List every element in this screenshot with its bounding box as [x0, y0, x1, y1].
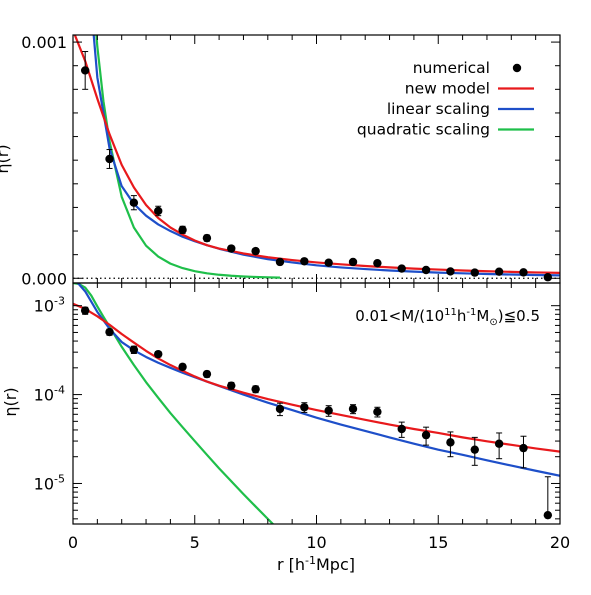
x-tick-label: 15	[428, 533, 448, 552]
top-data-point	[373, 258, 382, 268]
bottom-data-point	[178, 362, 187, 372]
top-data-point	[421, 265, 431, 275]
bottom-data-point	[300, 403, 309, 412]
bottom-y-tick-label: 10-3	[34, 295, 65, 316]
top-y-tick-label: 0.001	[21, 33, 67, 52]
top-y-tick-label: 0.000	[21, 269, 67, 288]
bottom-data-point	[543, 510, 553, 520]
x-axis-label: r [h-1Mpc]	[277, 554, 355, 574]
bottom-curve-linear-scaling	[77, 283, 560, 477]
legend-label: new model	[405, 80, 490, 98]
bottom-data-point	[227, 381, 236, 390]
top-data-point	[275, 257, 285, 267]
bottom-data-point	[421, 430, 431, 440]
bottom-data-point	[397, 424, 406, 434]
bottom-data-point	[154, 349, 163, 359]
legend-label: linear scaling	[387, 100, 490, 118]
top-data-point	[251, 246, 260, 256]
top-data-point	[446, 267, 455, 276]
top-data-point	[348, 257, 358, 267]
top-curve-linear-scaling	[92, 35, 560, 277]
top-data-point	[519, 268, 528, 277]
top-data-point	[178, 225, 187, 235]
bottom-data-point	[275, 404, 285, 414]
bottom-data-point	[348, 404, 358, 414]
bottom-data-point	[80, 306, 90, 315]
bottom-curve-new-model	[73, 302, 560, 453]
bottom-curve-quadratic-scaling	[73, 283, 275, 524]
x-tick-label: 0	[68, 533, 78, 552]
top-data-point	[154, 206, 163, 216]
top-y-axis-label: η(r)	[0, 144, 12, 173]
bottom-y-axis-label: η(r)	[1, 387, 20, 416]
bottom-data-point	[105, 327, 114, 337]
bottom-data-point	[494, 439, 504, 448]
legend-marker-dot	[512, 63, 522, 73]
bottom-data-point	[470, 445, 479, 454]
top-curves	[73, 35, 560, 279]
bottom-y-tick-label: 10-4	[34, 384, 65, 405]
top-data-point	[494, 267, 504, 276]
top-data-point	[300, 257, 309, 266]
bottom-data-point	[373, 407, 382, 417]
bottom-data-point	[202, 369, 212, 379]
top-data-point	[202, 233, 212, 243]
legend-label: quadratic scaling	[357, 121, 490, 139]
top-data-point	[397, 264, 406, 273]
bottom-data-point	[446, 438, 455, 447]
top-curve-quadratic-scaling	[95, 35, 281, 279]
bottom-curves	[73, 283, 560, 524]
bottom-data-point	[129, 345, 139, 354]
top-data-point	[543, 273, 553, 282]
bottom-data-point	[251, 384, 260, 394]
bottom-y-tick-label: 10-5	[34, 472, 65, 493]
top-data-point	[105, 154, 114, 164]
top-data-point	[470, 268, 479, 277]
bottom-data-point	[324, 406, 333, 415]
legend-label: numerical	[413, 59, 490, 77]
x-tick-label: 10	[306, 533, 326, 552]
top-curve-new-model	[73, 35, 560, 274]
x-tick-label: 5	[190, 533, 200, 552]
top-data-point	[227, 244, 236, 253]
x-tick-label: 20	[550, 533, 570, 552]
top-data-point	[324, 258, 333, 267]
mass-range-annotation: 0.01<M/(1011h-1M⊙)≦0.5	[355, 307, 540, 328]
top-data-point	[129, 198, 139, 207]
bottom-data-point	[519, 443, 528, 453]
top-data-point	[80, 66, 90, 75]
